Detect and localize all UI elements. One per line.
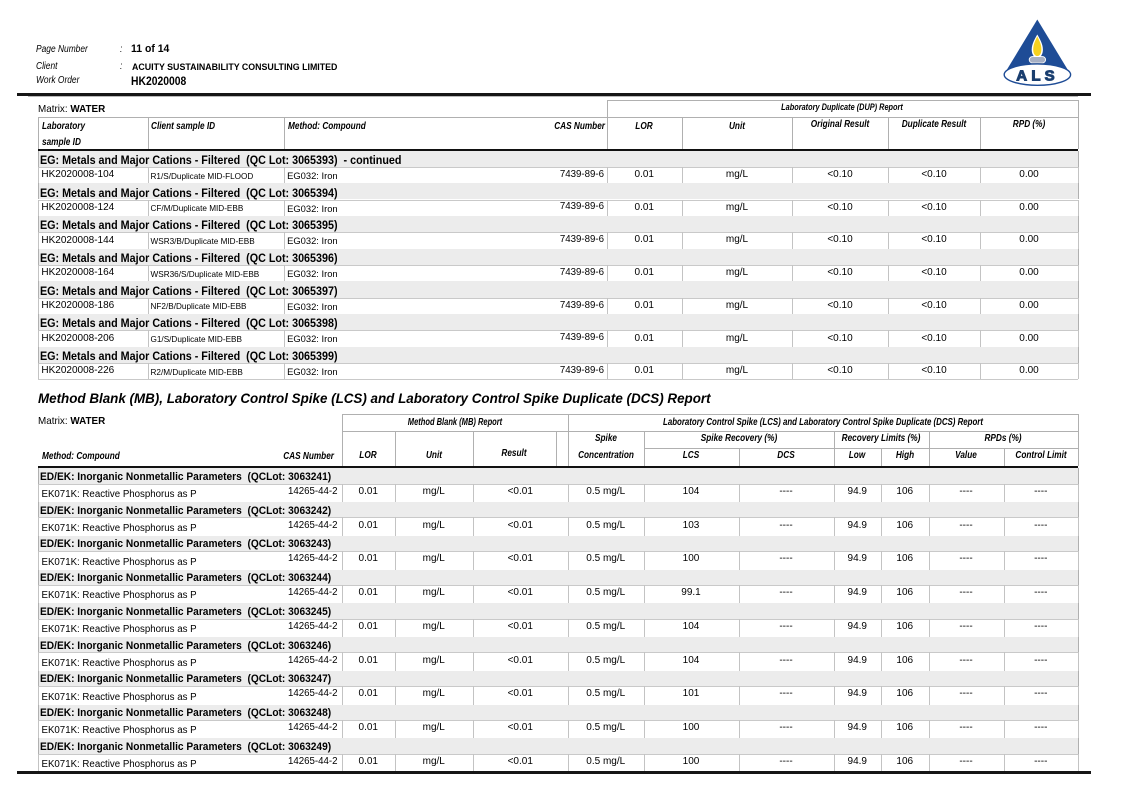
svg-text:ALS: ALS xyxy=(1016,68,1059,85)
